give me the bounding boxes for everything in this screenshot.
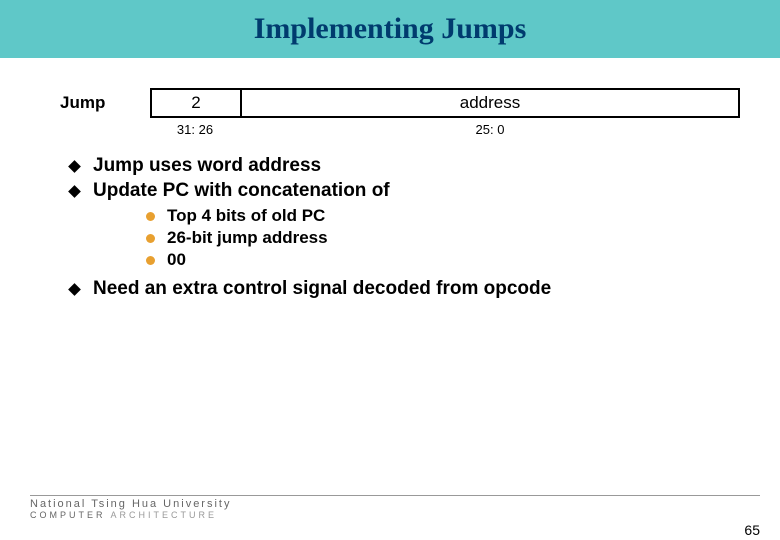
- title-bar: Implementing Jumps: [0, 0, 780, 58]
- slide-title: Implementing Jumps: [254, 12, 527, 46]
- bullet-text: Jump uses word address: [93, 155, 321, 177]
- footer: National Tsing Hua University COMPUTER A…: [30, 495, 760, 520]
- diamond-bullet-icon: [68, 160, 81, 173]
- address-bits: 25: 0: [240, 122, 740, 137]
- address-cell: address: [242, 90, 738, 116]
- dept-part2: ARCHITECTURE: [111, 510, 218, 520]
- sub-bullet-item: 00: [146, 250, 740, 270]
- bullet-text: Update PC with concatenation of: [93, 180, 390, 202]
- dot-bullet-icon: [146, 212, 155, 221]
- bullet-list: Jump uses word address Update PC with co…: [40, 155, 740, 300]
- instruction-format-row: Jump 2 address: [40, 88, 740, 118]
- bullet-text: Need an extra control signal decoded fro…: [93, 278, 551, 300]
- dept-part1: COMPUTER: [30, 510, 106, 520]
- diamond-bullet-icon: [68, 185, 81, 198]
- sub-bullet-item: 26-bit jump address: [146, 228, 740, 248]
- university-name: National Tsing Hua University: [30, 498, 760, 510]
- page-number: 65: [744, 522, 760, 538]
- diamond-bullet-icon: [68, 283, 81, 296]
- opcode-cell: 2: [152, 90, 242, 116]
- content-area: Jump 2 address 31: 26 25: 0 Jump uses wo…: [0, 58, 780, 300]
- opcode-bits: 31: 26: [150, 122, 240, 137]
- bullet-item: Need an extra control signal decoded fro…: [70, 278, 740, 300]
- bullet-item: Update PC with concatenation of: [70, 180, 740, 202]
- footer-text: National Tsing Hua University COMPUTER A…: [30, 498, 760, 520]
- sub-bullet-text: 00: [167, 250, 186, 270]
- dot-bullet-icon: [146, 234, 155, 243]
- sub-bullet-list: Top 4 bits of old PC 26-bit jump address…: [70, 206, 740, 270]
- bullet-item: Jump uses word address: [70, 155, 740, 177]
- format-table: 2 address: [150, 88, 740, 118]
- sub-bullet-text: Top 4 bits of old PC: [167, 206, 325, 226]
- department-name: COMPUTER ARCHITECTURE: [30, 510, 760, 520]
- bit-range-row: 31: 26 25: 0: [150, 122, 740, 137]
- sub-bullet-item: Top 4 bits of old PC: [146, 206, 740, 226]
- format-label: Jump: [40, 93, 150, 113]
- dot-bullet-icon: [146, 256, 155, 265]
- footer-divider: [30, 495, 760, 496]
- sub-bullet-text: 26-bit jump address: [167, 228, 328, 248]
